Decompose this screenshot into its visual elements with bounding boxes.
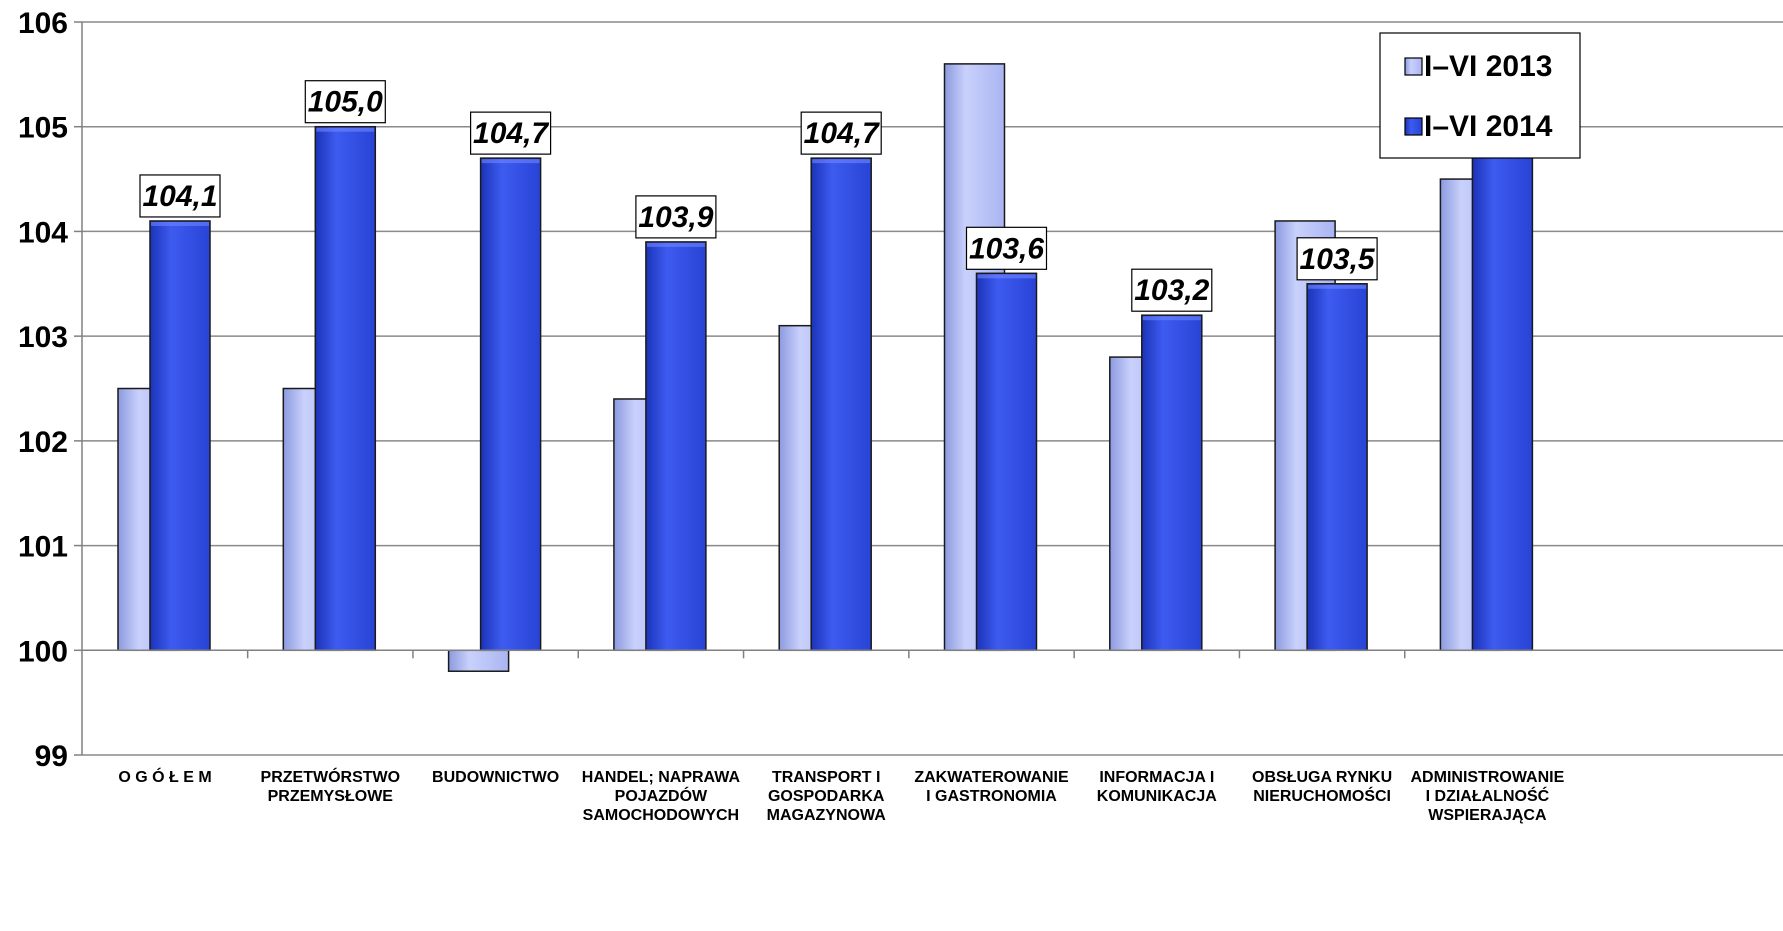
bar-2014 [149,220,211,652]
bar-2014 [810,157,872,652]
bar-2014-cap [1142,316,1201,321]
x-category-line: I DZIAŁALNOŚĆ [1426,786,1550,805]
data-label-text: 103,9 [638,201,713,234]
x-category-line: MAGAZYNOWA [767,807,887,824]
y-tick-label: 106 [18,7,68,40]
data-label-box [139,174,221,218]
y-tick-label: 105 [18,112,68,145]
x-axis-labels: O G Ó Ł E M PRZETWÓRSTWO PRZEMYSŁOWE BUDOWN… [118,767,1564,824]
y-axis: 99 100 101 102 103 104 105 106 [18,7,83,773]
legend-swatch [1404,117,1423,136]
x-category-label: BUDOWNICTWO [432,769,559,786]
bar-2014-cap [1308,284,1367,289]
bars [117,63,1534,672]
data-label-text: 104,7 [473,117,549,150]
legend: I–VI 2013 I–VI 2014 [1379,32,1581,159]
bar-2014 [314,125,377,652]
data-label-text: 104,7 [804,117,880,150]
x-category-line: I GASTRONOMIA [926,788,1057,805]
x-category-label: OBSŁUGA RYNKU NIERUCHOMOŚCI [1252,769,1392,805]
x-category-label: ZAKWATEROWANIE I GASTRONOMIA [914,769,1069,805]
bar-2014 [1306,283,1368,652]
x-category-line: BUDOWNICTWO [432,769,559,786]
bar-2014-cap [481,159,540,164]
data-label-text: 103,2 [1134,274,1209,307]
x-category-line: NIERUCHOMOŚCI [1253,786,1391,805]
data-label-text: 103,5 [1300,243,1376,276]
baseline [82,649,1783,659]
x-category-label: PRZETWÓRSTWO PRZEMYSŁOWE [261,767,401,805]
x-category-line: SAMOCHODOWYCH [583,807,739,824]
data-label-box [635,195,717,239]
legend-swatch [1404,57,1423,76]
x-category-label: INFORMACJA I KOMUNIKACJA [1097,769,1217,805]
data-label: 105,0 [304,80,386,124]
x-category-line: KOMUNIKACJA [1097,788,1217,805]
y-tick-label: 103 [18,321,68,354]
x-category-label: ADMINISTROWANIE I DZIAŁALNOŚĆ WSPIERAJĄCA [1411,769,1565,824]
bar-2014-cap [151,221,209,226]
x-category-line: O G Ó Ł E M [118,767,211,786]
x-category-label: TRANSPORT I GOSPODARKA MAGAZYNOWA [767,769,887,824]
x-category-line: HANDEL; NAPRAWA [582,769,741,786]
bar-2014-cap [646,242,705,247]
x-category-line: PRZETWÓRSTWO [261,767,401,786]
y-tick-label: 104 [18,216,68,249]
data-label-text: 105,0 [308,86,383,119]
data-label-box [1296,237,1378,281]
x-category-label: O G Ó Ł E M [118,767,211,786]
x-category-line: PRZEMYSŁOWE [268,788,394,805]
data-label-box [470,111,552,155]
y-tick-label: 102 [18,426,68,459]
x-category-line: INFORMACJA I [1099,769,1214,786]
x-category-line: TRANSPORT I [772,769,880,786]
bar-2014 [1141,314,1203,652]
data-label: 104,7 [800,111,882,155]
legend-label: I–VI 2014 [1424,110,1553,143]
bar-2014 [479,157,542,652]
data-label-text: 103,6 [969,232,1044,265]
bar-2014-cap [977,274,1036,279]
bar-2014-cap [316,127,375,132]
data-label: 104,7 [470,111,552,155]
x-category-label: HANDEL; NAPRAWA POJAZDÓW SAMOCHODOWYCH [582,769,741,824]
data-label: 103,2 [1131,268,1213,312]
bar-2014 [645,241,707,652]
data-label: 103,9 [635,195,717,239]
data-label: 103,6 [965,226,1048,270]
data-label: 104,1 [139,174,221,218]
x-category-line: POJAZDÓW [615,786,708,805]
data-label-box [304,80,386,124]
x-category-line: ADMINISTROWANIE [1411,769,1565,786]
data-label-box [800,111,882,155]
legend-box [1379,32,1581,159]
data-label: 103,5 [1296,237,1378,281]
bar-2013 [447,649,510,672]
y-tick-label: 99 [35,740,68,773]
bar-2014-cap [812,159,871,164]
bar-2014 [975,272,1038,652]
bar-2014 [1471,146,1534,652]
x-category-line: ZAKWATEROWANIE [914,769,1069,786]
y-tick-label: 101 [18,531,68,564]
data-label-box [965,226,1048,270]
data-label-text: 104,1 [142,180,217,213]
legend-label: I–VI 2013 [1424,50,1552,83]
x-category-line: GOSPODARKA [768,788,885,805]
data-label-box [1131,268,1213,312]
x-category-line: WSPIERAJĄCA [1428,807,1547,824]
y-tick-label: 100 [18,635,68,668]
x-category-line: OBSŁUGA RYNKU [1252,769,1392,786]
